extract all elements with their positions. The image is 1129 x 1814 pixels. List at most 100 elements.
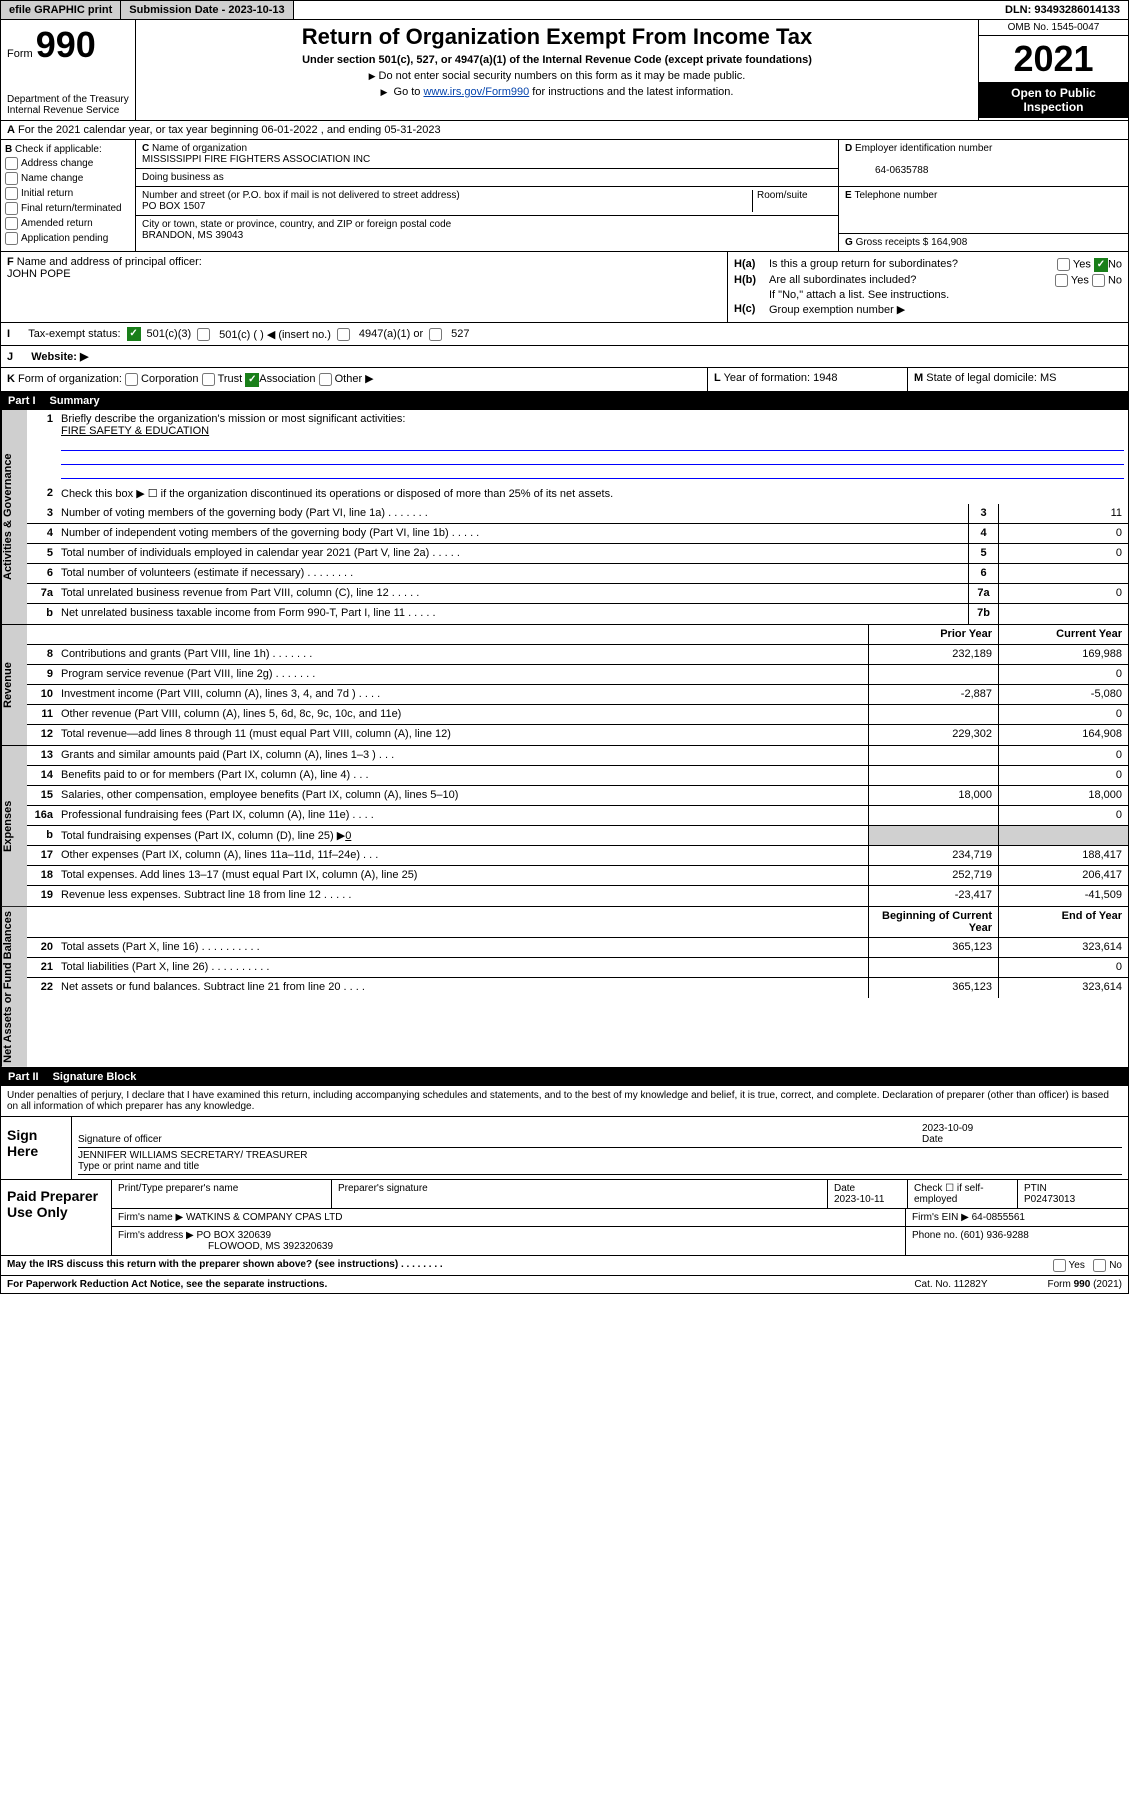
c16a: 0 (998, 806, 1128, 825)
ptin: P02473013 (1024, 1194, 1075, 1205)
c9: 0 (998, 665, 1128, 684)
dln: DLN: 93493286014133 (997, 1, 1128, 19)
form-number: 990 (36, 24, 96, 65)
val-7a: 0 (998, 584, 1128, 603)
tax-year: 2021 (979, 36, 1128, 82)
block-b-c-d-e-g: B Check if applicable: Address change Na… (0, 140, 1129, 252)
city-address: BRANDON, MS 39043 (142, 230, 243, 241)
form-title: Return of Organization Exempt From Incom… (142, 24, 972, 50)
cat-no: Cat. No. 11282Y (914, 1279, 987, 1290)
box-d-e-g: D Employer identification number 64-0635… (838, 140, 1128, 251)
firm-ein: 64-0855561 (972, 1212, 1025, 1223)
col-prior: Prior Year (868, 625, 998, 644)
ssn-note: Do not enter social security numbers on … (142, 70, 972, 82)
department: Department of the Treasury Internal Reve… (7, 94, 129, 116)
efile-print-button[interactable]: efile GRAPHIC print (1, 1, 121, 19)
firm-addr2: FLOWOOD, MS 392320639 (208, 1241, 333, 1252)
p20: 365,123 (868, 938, 998, 957)
val-4: 0 (998, 524, 1128, 543)
k-trust[interactable] (202, 373, 215, 386)
section-a: A For the 2021 calendar year, or tax yea… (0, 121, 1129, 140)
c21: 0 (998, 958, 1128, 977)
submission-date: Submission Date - 2023-10-13 (121, 1, 293, 19)
form-ref: Form 990 (2021) (1048, 1279, 1122, 1290)
v16b: 0 (345, 830, 351, 842)
c19: -41,509 (998, 886, 1128, 906)
row-k-l-m: K Form of organization: Corporation Trus… (0, 368, 1129, 392)
i-4947[interactable] (337, 328, 350, 341)
c10: -5,080 (998, 685, 1128, 704)
val-7b (998, 604, 1128, 624)
val-6 (998, 564, 1128, 583)
vlabel-revenue: Revenue (1, 625, 27, 745)
mission: FIRE SAFETY & EDUCATION (61, 425, 209, 437)
ein: 64-0635788 (875, 165, 928, 176)
topbar: efile GRAPHIC print Submission Date - 20… (0, 0, 1129, 20)
form-label: Form (7, 48, 33, 60)
sig-date: 2023-10-09 (922, 1123, 973, 1134)
hb-yes[interactable] (1055, 274, 1068, 287)
open-inspection: Open to Public Inspection (979, 82, 1128, 118)
val-5: 0 (998, 544, 1128, 563)
check-final-return[interactable]: Final return/terminated (5, 202, 131, 215)
k-other[interactable] (319, 373, 332, 386)
check-amended-return[interactable]: Amended return (5, 217, 131, 230)
firm-phone: (601) 936-9288 (960, 1230, 1028, 1241)
ha-no-checked: ✓ (1094, 258, 1108, 272)
i-527[interactable] (429, 328, 442, 341)
ha-yes[interactable] (1057, 258, 1070, 271)
preparer-date: 2023-10-11 (834, 1194, 884, 1205)
c11: 0 (998, 705, 1128, 724)
p13 (868, 746, 998, 765)
c15: 18,000 (998, 786, 1128, 805)
gross-receipts: 164,908 (931, 237, 967, 248)
c12: 164,908 (998, 725, 1128, 745)
p15: 18,000 (868, 786, 998, 805)
box-b: B Check if applicable: Address change Na… (1, 140, 136, 251)
col-end: End of Year (998, 907, 1128, 937)
street-address: PO BOX 1507 (142, 201, 205, 212)
discuss-yes[interactable] (1053, 1259, 1066, 1272)
c20: 323,614 (998, 938, 1128, 957)
check-name-change[interactable]: Name change (5, 172, 131, 185)
c17: 188,417 (998, 846, 1128, 865)
p22: 365,123 (868, 978, 998, 998)
k-association-checked: ✓ (245, 373, 259, 387)
sign-here-label: Sign Here (1, 1117, 71, 1179)
p12: 229,302 (868, 725, 998, 745)
paid-preparer: Paid Preparer Use Only Print/Type prepar… (1, 1179, 1128, 1255)
val-3: 11 (998, 504, 1128, 523)
c14: 0 (998, 766, 1128, 785)
form-header: Form 990 Department of the Treasury Inte… (0, 20, 1129, 121)
p18: 252,719 (868, 866, 998, 885)
i-501c[interactable] (197, 328, 210, 341)
c22: 323,614 (998, 978, 1128, 998)
c8: 169,988 (998, 645, 1128, 664)
hb-no[interactable] (1092, 274, 1105, 287)
instructions-link[interactable]: www.irs.gov/Form990 (423, 86, 529, 98)
vlabel-governance: Activities & Governance (1, 410, 27, 624)
row-f-h: F Name and address of principal officer:… (0, 252, 1129, 323)
k-corporation[interactable] (125, 373, 138, 386)
row-j: J Website: ▶ (0, 346, 1129, 368)
summary-revenue: Revenue Prior YearCurrent Year 8Contribu… (0, 625, 1129, 746)
part2-header: Part IISignature Block (0, 1068, 1129, 1086)
summary-governance: Activities & Governance 1 Briefly descri… (0, 410, 1129, 625)
p11 (868, 705, 998, 724)
check-initial-return[interactable]: Initial return (5, 187, 131, 200)
year-formation: 1948 (813, 372, 837, 384)
discuss-no[interactable] (1093, 1259, 1106, 1272)
check-application-pending[interactable]: Application pending (5, 232, 131, 245)
principal-officer: JOHN POPE (7, 268, 71, 280)
col-current: Current Year (998, 625, 1128, 644)
p9 (868, 665, 998, 684)
vlabel-net: Net Assets or Fund Balances (1, 907, 27, 1067)
vlabel-expenses: Expenses (1, 746, 27, 906)
omb-number: OMB No. 1545-0047 (979, 20, 1128, 36)
instructions-note: Go to www.irs.gov/Form990 for instructio… (142, 86, 972, 98)
check-address-change[interactable]: Address change (5, 157, 131, 170)
row-i: I Tax-exempt status: ✓501(c)(3) 501(c) (… (0, 323, 1129, 346)
org-name: MISSISSIPPI FIRE FIGHTERS ASSOCIATION IN… (142, 154, 370, 165)
p16a (868, 806, 998, 825)
firm-name: WATKINS & COMPANY CPAS LTD (186, 1212, 343, 1223)
